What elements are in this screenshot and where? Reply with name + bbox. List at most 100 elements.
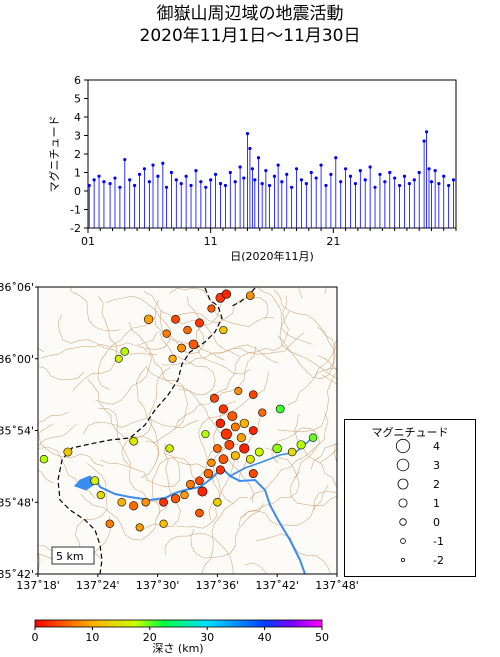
epicenter-marker <box>230 451 240 461</box>
magnitude-point <box>189 183 193 188</box>
contour-line <box>287 367 337 406</box>
magnitude-point <box>348 174 353 178</box>
epicenter-marker <box>218 404 228 414</box>
epicenter-marker <box>195 508 204 518</box>
legend-circle <box>401 557 406 562</box>
contour-line <box>238 485 329 527</box>
legend-label: 3 <box>433 459 440 472</box>
epicenter-marker <box>159 519 168 528</box>
magnitude-point <box>161 161 165 165</box>
y-tick-label: 1 <box>74 167 81 180</box>
magnitude-point <box>285 172 289 176</box>
lon-tick-label: 137˚30' <box>136 579 180 592</box>
magnitude-point <box>137 172 142 176</box>
epicenter-marker <box>227 411 238 422</box>
magnitude-point <box>213 172 218 176</box>
contour-line <box>87 378 160 463</box>
epicenter-marker <box>220 428 232 440</box>
magnitude-point <box>304 182 308 186</box>
contour-line <box>164 533 234 574</box>
magnitude-point <box>433 169 437 173</box>
magnitude-point <box>412 178 416 182</box>
magnitude-point <box>290 185 294 189</box>
legend-title: マグニチュード <box>371 426 449 439</box>
magnitude-point <box>174 178 178 182</box>
contour-line <box>41 331 158 359</box>
contour-line <box>38 433 104 467</box>
magnitude-point <box>233 180 237 184</box>
contour-line <box>95 321 152 405</box>
epicenter-marker <box>159 497 168 507</box>
epicenter-marker <box>272 443 282 454</box>
magnitude-point <box>184 174 188 178</box>
magnitude-point <box>353 182 358 186</box>
x-axis-label: 日(2020年11月) <box>230 249 314 263</box>
legend-label: 2 <box>433 478 440 491</box>
epicenter-marker <box>248 426 258 435</box>
magnitude-point <box>228 170 232 175</box>
magnitude-point <box>87 183 91 188</box>
epicenter-marker <box>195 476 204 486</box>
legend-label: -2 <box>433 554 444 567</box>
legend-circle <box>398 498 408 508</box>
magnitude-point <box>417 170 421 175</box>
magnitude-point <box>256 156 261 160</box>
magnitude-point <box>378 172 382 176</box>
epicenter-marker <box>215 418 226 429</box>
epicenter-marker <box>141 498 150 507</box>
magnitude-point <box>118 185 122 189</box>
contour-line <box>100 452 181 487</box>
magnitude-point <box>164 185 169 189</box>
magnitude-legend: マグニチュード 4 3 2 1 0 -1 -2 <box>344 419 476 577</box>
epicenter-marker <box>236 433 246 443</box>
contour-line <box>97 299 160 390</box>
magnitude-point <box>147 180 151 184</box>
magnitude-point <box>294 167 299 171</box>
legend-circle <box>400 538 406 544</box>
magnitude-point <box>329 172 333 176</box>
magnitude-point <box>260 182 264 186</box>
magnitude-point <box>113 176 117 180</box>
epicenter-marker <box>246 291 255 300</box>
colorbar-tick-label: 10 <box>85 631 99 644</box>
contour-line <box>289 471 337 507</box>
chart-subtitle: 2020年11月1日～11月30日 <box>139 26 361 46</box>
scale-bar: 5 km <box>51 546 95 565</box>
magnitude-point <box>156 174 160 178</box>
contour-line <box>241 447 300 519</box>
epicenter-marker <box>245 454 255 464</box>
lat-tick-label: 36˚00' <box>0 353 34 366</box>
magnitude-point <box>429 180 434 184</box>
contour-line <box>294 413 337 488</box>
lon-tick-label: 137˚48' <box>315 579 359 592</box>
epicenter-marker <box>248 469 258 478</box>
epicenter-marker <box>105 519 114 528</box>
magnitude-point <box>253 178 257 182</box>
y-tick-label: 5 <box>74 93 81 106</box>
magnitude-point <box>324 183 328 188</box>
contour-line <box>136 366 159 478</box>
contour-line <box>151 456 207 515</box>
epicenter-marker <box>258 408 267 417</box>
y-axis-label: マグニチュード <box>47 116 61 193</box>
epicenter-marker <box>168 354 177 363</box>
epicenter-map: 36˚06' 36˚00' 35˚54' 35˚48' 35˚42'137˚18' 137… <box>0 281 359 592</box>
magnitude-point <box>358 169 362 173</box>
contour-line <box>38 424 77 450</box>
legend-label: -1 <box>433 535 444 548</box>
legend-label: 0 <box>433 516 440 529</box>
magnitude-point <box>209 178 213 182</box>
epicenter-marker <box>230 422 240 432</box>
magnitude-point <box>373 185 377 189</box>
epicenter-marker <box>117 497 126 507</box>
legend-circle <box>395 438 411 454</box>
contour-line <box>143 349 228 436</box>
magnitude-point <box>447 183 451 188</box>
epicenter-marker <box>239 418 249 428</box>
contour-line <box>198 372 269 458</box>
magnitude-point <box>238 165 242 169</box>
epicenter-marker <box>296 440 306 450</box>
magnitude-point <box>199 180 203 184</box>
magnitude-point <box>388 170 392 175</box>
